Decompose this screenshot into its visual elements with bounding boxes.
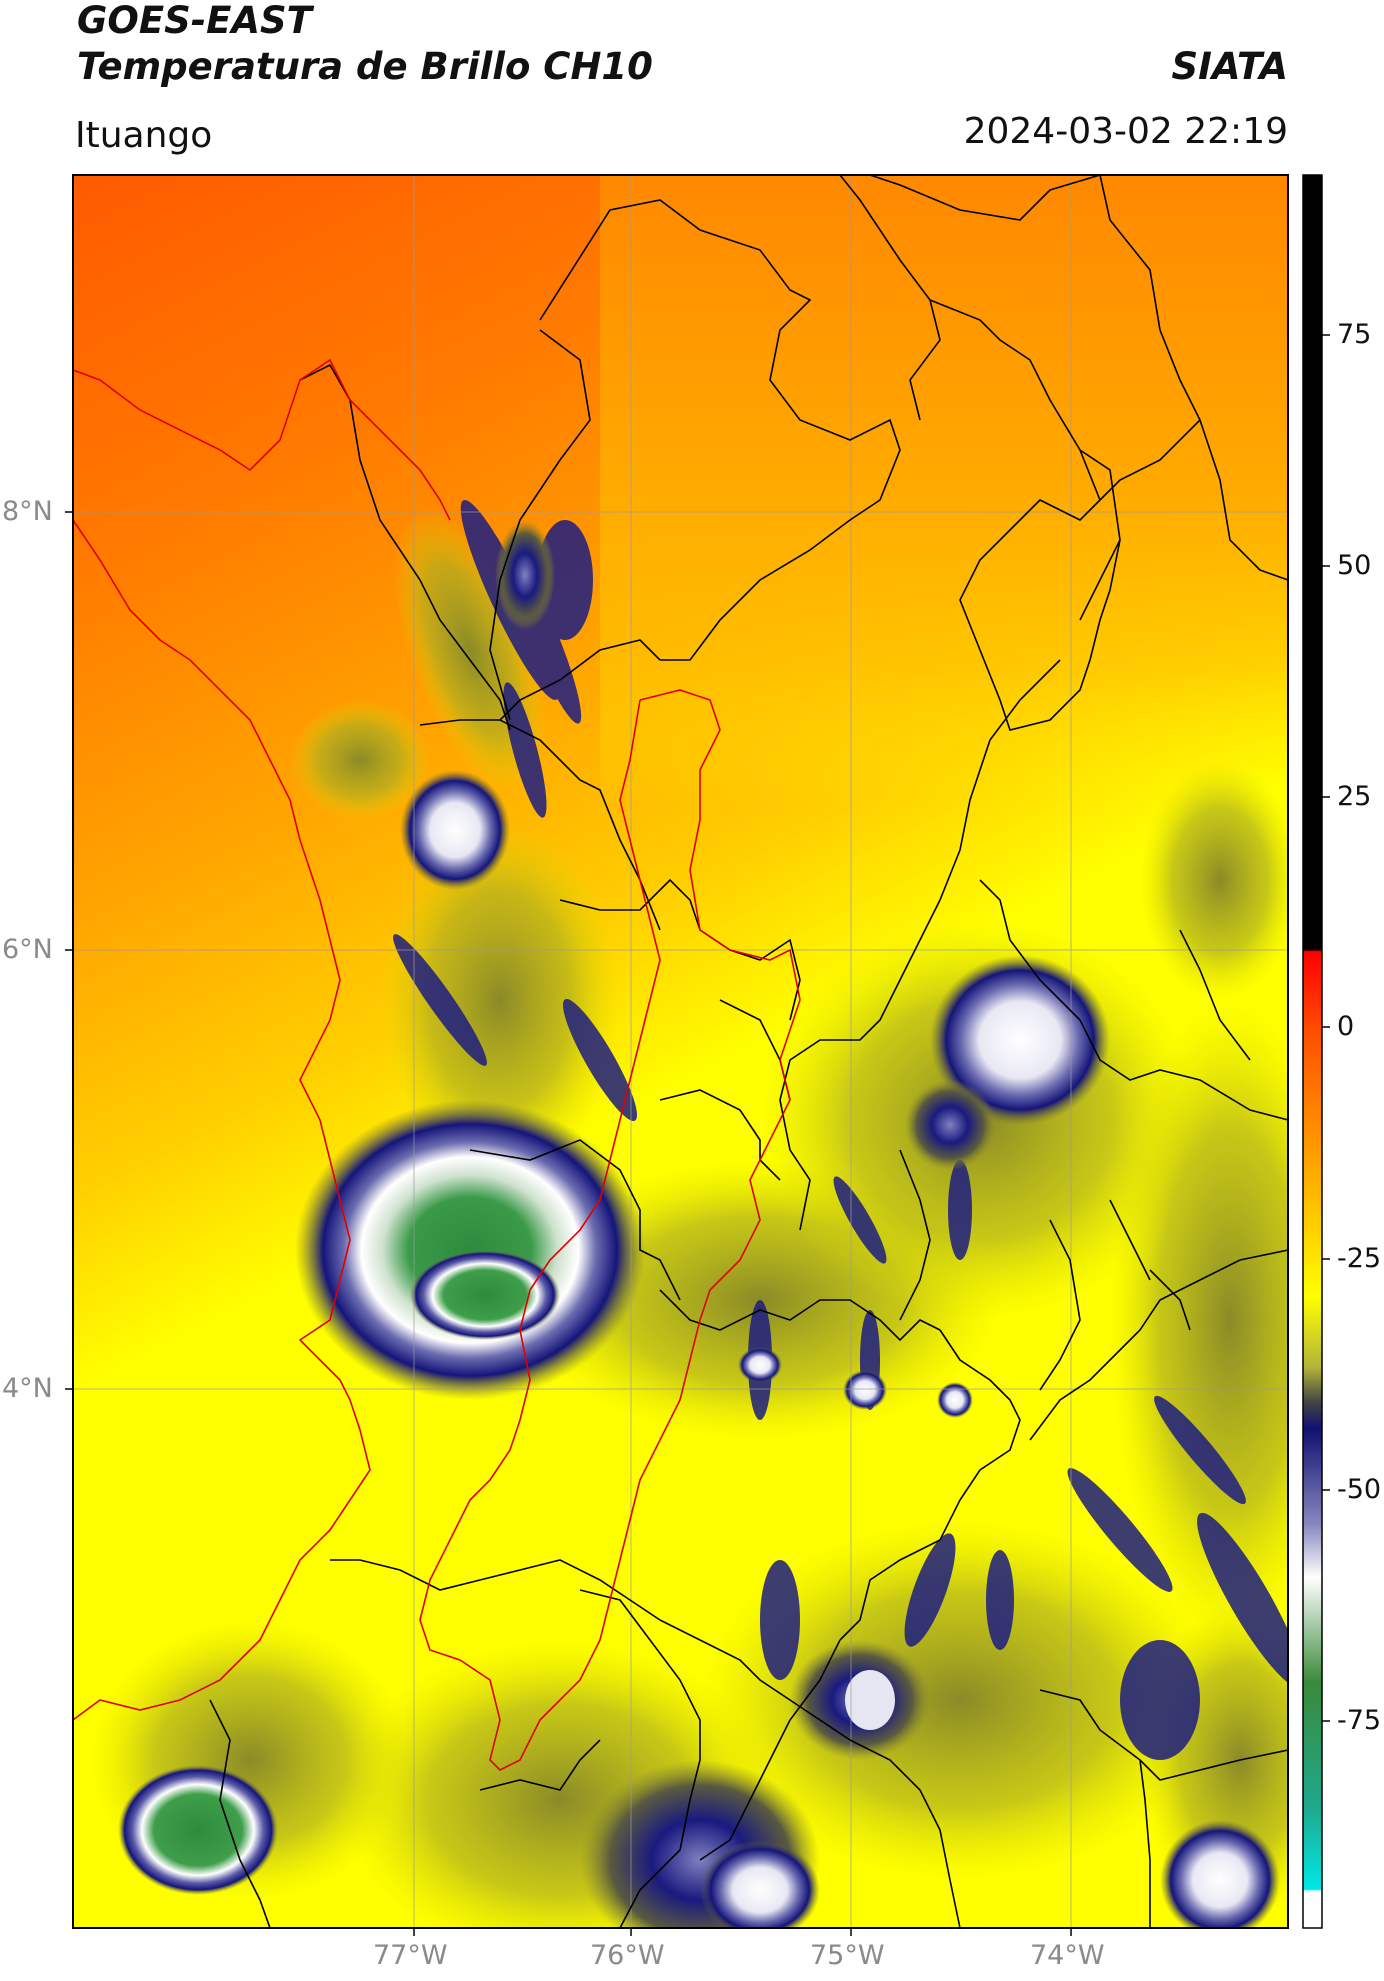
department-borders	[209, 175, 1288, 1928]
map-frame	[72, 174, 1289, 1929]
colorbar-label: 0	[1337, 1011, 1355, 1042]
colorbar-label: -25	[1337, 1243, 1382, 1274]
satellite-title: GOES-EAST	[77, 0, 312, 42]
map-field	[73, 175, 1288, 1928]
colorbar-ticks	[1322, 334, 1330, 1722]
product-title: Temperatura de Brillo CH10	[77, 45, 653, 88]
colorbar	[1302, 174, 1323, 1929]
colorbar-label: 25	[1337, 781, 1372, 812]
institution-label: SIATA	[1171, 45, 1288, 88]
lon-tick-label: 77°W	[373, 1940, 448, 1971]
region-label: Ituango	[75, 115, 213, 156]
lat-tick-label: 8°N	[2, 496, 53, 527]
gridlines	[73, 175, 1288, 1928]
lat-tick-label: 4°N	[2, 1373, 53, 1404]
lon-tick-label: 75°W	[810, 1940, 885, 1971]
datetime-label: 2024-03-02 22:19	[963, 111, 1288, 152]
coastline	[73, 358, 801, 1771]
colorbar-label: 75	[1337, 319, 1372, 350]
lon-tick-label: 76°W	[590, 1940, 665, 1971]
lon-tick-label: 74°W	[1030, 1940, 1105, 1971]
axis-ticks	[65, 511, 1072, 1936]
colorbar-label: -75	[1337, 1705, 1382, 1736]
colorbar-label: -50	[1337, 1474, 1382, 1505]
colorbar-label: 50	[1337, 550, 1372, 581]
lat-tick-label: 6°N	[2, 934, 53, 965]
